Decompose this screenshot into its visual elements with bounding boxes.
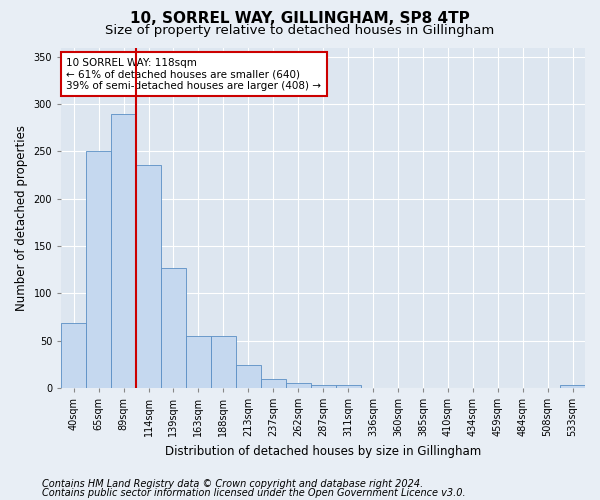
Bar [186, 336, 211, 388]
Bar [311, 385, 335, 388]
Bar [286, 383, 311, 388]
Text: 10, SORREL WAY, GILLINGHAM, SP8 4TP: 10, SORREL WAY, GILLINGHAM, SP8 4TP [130, 11, 470, 26]
Text: Contains public sector information licensed under the Open Government Licence v3: Contains public sector information licen… [42, 488, 466, 498]
Bar [560, 385, 585, 388]
Bar [335, 385, 361, 388]
Bar [86, 150, 111, 388]
Bar [161, 268, 186, 388]
Text: Size of property relative to detached houses in Gillingham: Size of property relative to detached ho… [106, 24, 494, 37]
Bar [261, 380, 286, 388]
Y-axis label: Number of detached properties: Number of detached properties [15, 124, 28, 310]
X-axis label: Distribution of detached houses by size in Gillingham: Distribution of detached houses by size … [165, 444, 481, 458]
Bar [236, 365, 261, 388]
Text: 10 SORREL WAY: 118sqm
← 61% of detached houses are smaller (640)
39% of semi-det: 10 SORREL WAY: 118sqm ← 61% of detached … [67, 58, 322, 91]
Bar [136, 164, 161, 388]
Bar [111, 114, 136, 388]
Text: Contains HM Land Registry data © Crown copyright and database right 2024.: Contains HM Land Registry data © Crown c… [42, 479, 423, 489]
Bar [61, 324, 86, 388]
Bar [211, 336, 236, 388]
